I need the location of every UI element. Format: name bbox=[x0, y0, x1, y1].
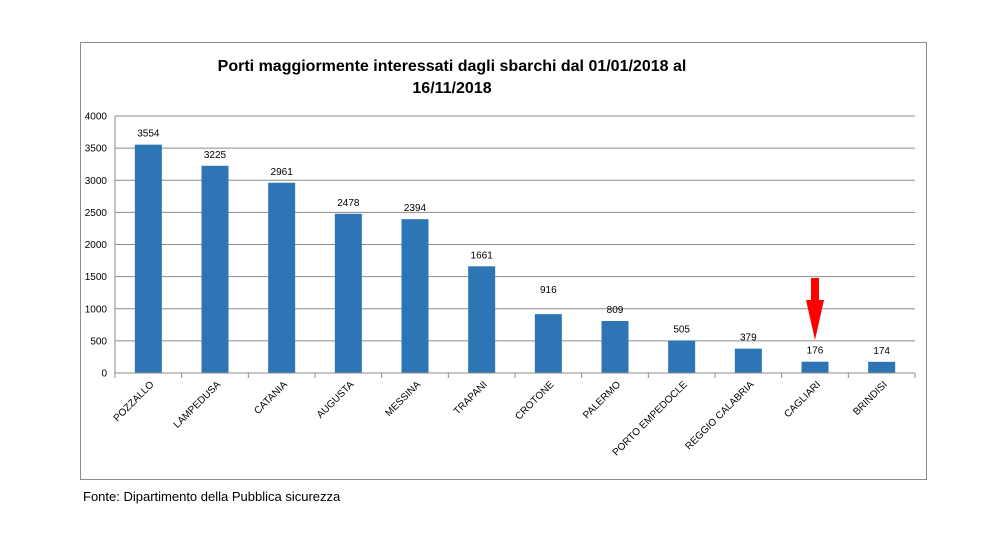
data-label: 2478 bbox=[337, 198, 360, 209]
data-label: 379 bbox=[740, 333, 757, 344]
x-tick-label: CROTONE bbox=[513, 379, 556, 422]
bar bbox=[134, 144, 162, 373]
bar bbox=[401, 219, 429, 373]
y-tick-label: 2000 bbox=[85, 240, 108, 251]
arrow-head bbox=[806, 300, 824, 340]
data-label: 1661 bbox=[471, 250, 494, 261]
x-tick-label: MESSINA bbox=[384, 379, 424, 419]
source-note: Fonte: Dipartimento della Pubblica sicur… bbox=[83, 489, 341, 504]
y-tick-label: 2500 bbox=[85, 208, 108, 219]
bar bbox=[201, 165, 229, 373]
bar bbox=[668, 340, 696, 373]
grid-lines bbox=[115, 115, 915, 342]
x-tick-label: CATANIA bbox=[252, 379, 290, 417]
bar bbox=[268, 182, 296, 373]
bars: 3554 3225 2961 2478 2394 1661 916 809 505 379 176 1… bbox=[134, 129, 896, 373]
data-label: 2394 bbox=[404, 203, 427, 214]
chart-title-line-1: Porti maggiormente interessati dagli sba… bbox=[218, 58, 687, 75]
bar bbox=[801, 361, 829, 373]
x-tick-label: PALERMO bbox=[581, 379, 623, 421]
y-tick-label: 1000 bbox=[85, 304, 108, 315]
y-tick-label: 0 bbox=[101, 369, 107, 380]
data-label: 176 bbox=[807, 346, 824, 357]
arrow-shaft bbox=[811, 278, 819, 302]
x-tick-label: TRAPANI bbox=[452, 379, 490, 417]
bar bbox=[601, 321, 629, 373]
bar bbox=[334, 213, 362, 373]
x-tick-label: REGGIO CALABRIA bbox=[683, 379, 756, 452]
highlight-arrow bbox=[806, 278, 824, 340]
data-label: 2961 bbox=[271, 167, 294, 178]
x-tick-label: BRINDISI bbox=[851, 379, 889, 417]
y-tick-label: 4000 bbox=[85, 112, 108, 123]
x-tick-label: CAGLIARI bbox=[782, 379, 823, 420]
data-label: 3225 bbox=[204, 150, 227, 161]
bar bbox=[868, 361, 896, 373]
x-tick-label: AUGUSTA bbox=[315, 379, 357, 421]
data-label: 505 bbox=[673, 325, 690, 336]
y-tick-label: 500 bbox=[90, 336, 107, 347]
y-tick-label: 1500 bbox=[85, 272, 108, 283]
data-label: 3554 bbox=[137, 129, 160, 140]
y-tick-label: 3500 bbox=[85, 144, 108, 155]
data-label: 174 bbox=[873, 346, 890, 357]
chart-title-line-2: 16/11/2018 bbox=[412, 80, 491, 97]
x-tick-label: LAMPEDUSA bbox=[172, 379, 224, 431]
x-tick-label: PORTO EMPEDOCLE bbox=[611, 379, 690, 458]
data-label: 809 bbox=[607, 305, 624, 316]
bar bbox=[468, 266, 496, 373]
y-tick-label: 3000 bbox=[85, 176, 108, 187]
data-label: 916 bbox=[540, 285, 557, 296]
x-tick-label: POZZALLO bbox=[112, 379, 157, 424]
bar bbox=[734, 348, 762, 373]
bar bbox=[534, 314, 562, 373]
